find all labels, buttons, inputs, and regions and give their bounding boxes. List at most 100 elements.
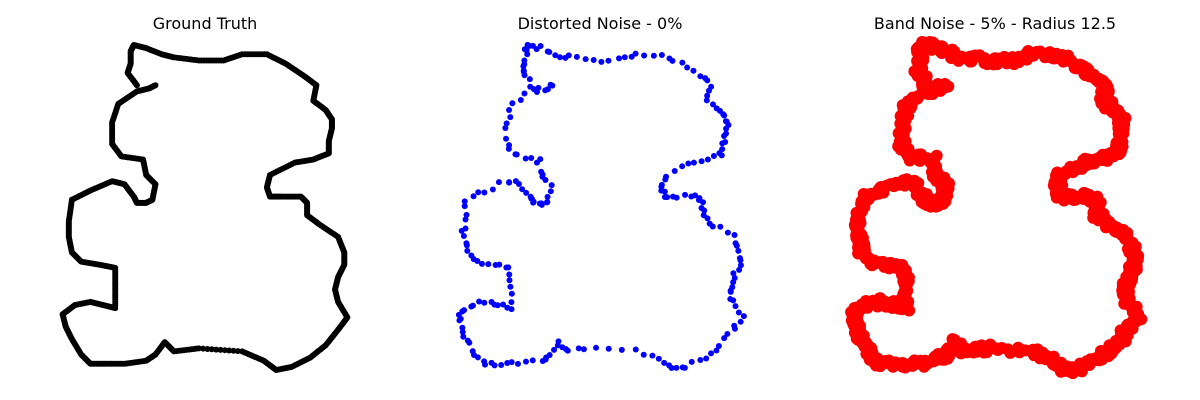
data-point — [507, 114, 514, 121]
data-point — [544, 199, 551, 206]
panel-ground-truth: Ground Truth — [59, 14, 351, 373]
data-point — [735, 309, 742, 316]
data-point — [529, 357, 536, 364]
data-point — [730, 297, 737, 304]
data-point — [565, 52, 572, 59]
data-point — [721, 335, 728, 342]
data-point — [704, 92, 711, 99]
data-point — [508, 290, 515, 297]
data-point — [461, 203, 468, 210]
data-point — [521, 90, 528, 97]
data-point — [730, 279, 737, 286]
data-point — [230, 347, 237, 354]
data-point — [462, 225, 469, 232]
data-point — [548, 182, 555, 189]
data-point — [605, 345, 612, 352]
data-point — [650, 52, 657, 59]
data-point — [679, 59, 686, 66]
marks-distorted-noise — [455, 41, 747, 372]
data-point — [704, 215, 711, 222]
data-point — [719, 140, 726, 147]
data-point — [481, 189, 488, 196]
data-point — [538, 168, 545, 175]
data-point — [684, 64, 691, 71]
data-point — [661, 188, 668, 195]
data-point — [590, 56, 597, 63]
data-point — [461, 307, 468, 314]
data-point — [506, 179, 513, 186]
data-point — [690, 159, 697, 166]
data-point — [731, 325, 738, 332]
data-point — [481, 358, 488, 365]
data-point — [508, 299, 515, 306]
data-point — [506, 271, 513, 278]
data-point — [460, 232, 467, 239]
data-point — [733, 242, 740, 249]
data-point — [682, 191, 689, 198]
data-point — [727, 288, 734, 295]
data-point — [200, 345, 207, 352]
data-point — [544, 86, 551, 93]
panel-title-distorted-noise: Distorted Noise - 0% — [518, 14, 683, 33]
data-point — [512, 151, 519, 158]
data-point — [507, 283, 514, 290]
data-point — [557, 54, 564, 61]
data-point — [559, 344, 566, 351]
data-point — [538, 200, 545, 207]
data-point — [685, 160, 692, 167]
data-point — [547, 188, 554, 195]
data-point — [717, 223, 724, 230]
data-point — [669, 57, 676, 64]
data-point — [723, 125, 730, 132]
data-point — [598, 58, 605, 65]
data-point — [701, 207, 708, 214]
data-point — [485, 261, 492, 268]
data-point — [217, 346, 224, 353]
data-point — [213, 346, 220, 353]
data-point — [616, 55, 623, 62]
data-point — [528, 154, 535, 161]
data-point — [476, 298, 483, 305]
data-point — [537, 43, 544, 50]
data-point — [688, 358, 695, 365]
data-point — [503, 120, 510, 127]
marks-band-noise — [845, 35, 1148, 380]
data-point — [735, 247, 742, 254]
data-point — [704, 77, 711, 84]
data-point — [488, 359, 495, 366]
data-point — [690, 67, 697, 74]
data-point — [461, 198, 468, 205]
data-point — [535, 84, 542, 91]
data-point — [703, 355, 710, 362]
data-point — [508, 359, 515, 366]
data-point — [495, 179, 502, 186]
data-point — [492, 262, 499, 268]
data-point — [460, 333, 467, 340]
data-point — [502, 124, 509, 131]
data-point — [523, 189, 530, 196]
data-point — [519, 186, 526, 193]
data-point — [573, 53, 580, 60]
data-point — [632, 346, 639, 353]
data-point — [500, 301, 507, 308]
data-point — [551, 346, 558, 353]
data-point — [554, 342, 561, 349]
panel-distorted-noise: Distorted Noise - 0% — [455, 14, 747, 372]
data-point — [709, 223, 716, 230]
data-point — [459, 324, 466, 331]
data-point — [732, 303, 739, 310]
data-point — [737, 318, 744, 325]
data-point — [731, 231, 738, 238]
data-point — [698, 158, 705, 165]
data-point — [475, 189, 482, 196]
data-point — [662, 176, 669, 183]
data-point — [463, 240, 470, 247]
data-point — [618, 346, 625, 353]
data-point — [508, 306, 515, 313]
data-point — [517, 96, 524, 103]
data-point — [489, 186, 496, 193]
data-point — [649, 352, 656, 359]
data-point — [710, 152, 717, 159]
data-point — [632, 50, 639, 57]
